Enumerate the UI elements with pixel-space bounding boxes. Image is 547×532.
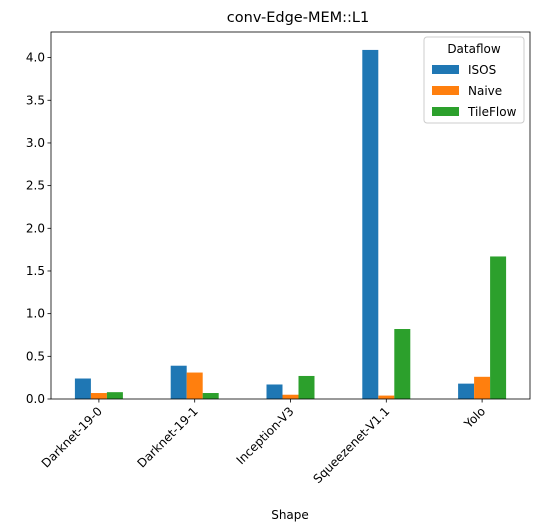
chart-title: conv-Edge-MEM::L1 [227,10,369,26]
legend-label-naive: Naive [468,84,502,98]
y-tick-label: 0.5 [26,349,45,363]
bar-naive-3 [378,395,395,399]
bar-naive-0 [90,393,107,399]
bar-isos-3 [362,49,379,400]
legend-title: Dataflow [447,42,501,56]
bar-isos-0 [74,378,91,399]
y-tick-label: 4.0 [26,51,45,65]
bar-isos-2 [266,384,283,399]
bar-tileflow-4 [490,256,507,399]
legend-swatch-isos [432,65,459,74]
bar-naive-2 [282,394,299,399]
y-tick-label: 1.0 [26,307,45,321]
bar-tileflow-1 [202,393,219,399]
x-axis-label: Shape [271,508,309,522]
legend-box [423,36,525,124]
legend-label-isos: ISOS [468,63,496,77]
bar-tileflow-2 [298,375,315,399]
bar-isos-4 [458,383,475,399]
legend-label-tileflow: TileFlow [467,105,517,119]
bar-naive-1 [186,372,203,399]
bar-tileflow-3 [394,329,411,399]
bar-naive-4 [474,376,491,399]
y-tick-label: 3.5 [26,93,45,107]
bar-tileflow-0 [106,392,123,399]
y-tick-label: 1.5 [26,264,45,278]
legend: Dataflow ISOS Naive TileFlow [423,36,525,124]
y-tick-label: 0.0 [26,392,45,406]
legend-swatch-tileflow [432,107,459,116]
legend-swatch-naive [432,86,459,95]
y-tick-label: 2.0 [26,221,45,235]
y-tick-label: 2.5 [26,179,45,193]
y-tick-label: 3.0 [26,136,45,150]
bar-isos-1 [170,365,187,399]
